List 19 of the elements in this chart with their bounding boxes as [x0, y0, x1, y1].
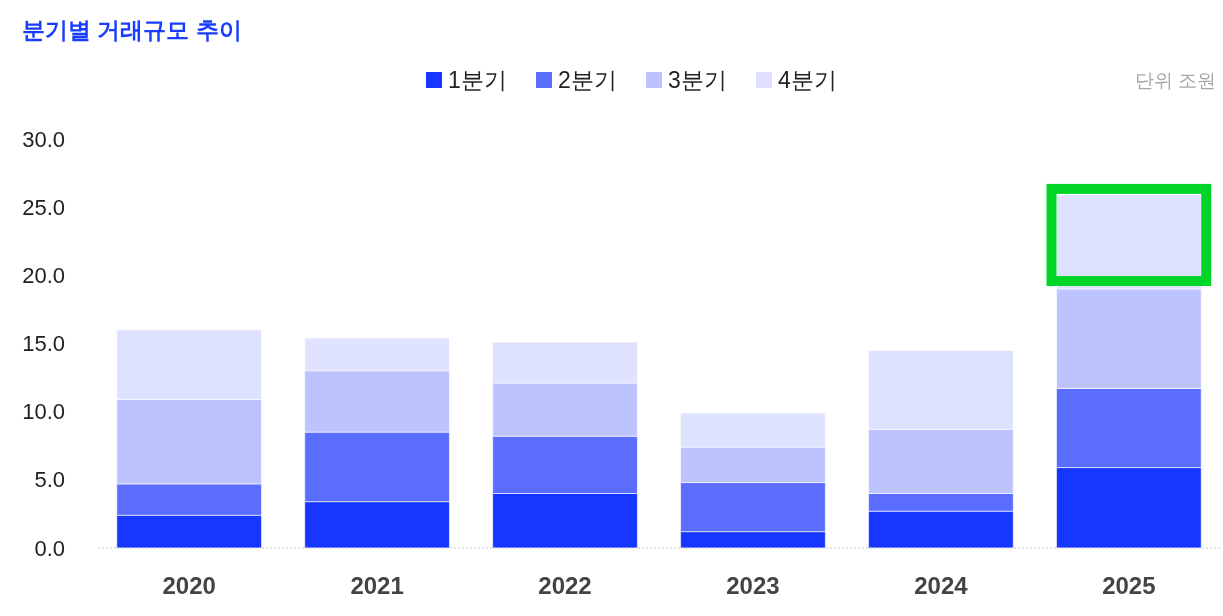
text: 단위 조원: [1134, 69, 1216, 91]
y-tick-label: 30.0: [22, 126, 65, 152]
y-tick-label: 0.0: [34, 535, 65, 561]
x-tick-label: 2023: [726, 571, 780, 599]
x-tick-label: 2020: [162, 571, 216, 599]
x-tick-label: 2021: [350, 571, 404, 599]
y-tick-label: 10.0: [22, 399, 65, 425]
y-tick-label: 5.0: [34, 467, 65, 493]
x-tick-label: 2024: [914, 571, 969, 599]
chart-title: 분기별 거래규모 추이: [22, 17, 242, 43]
legend-label: 2분기: [558, 67, 617, 93]
legend-label: 4분기: [778, 67, 837, 93]
x-tick-label: 2022: [538, 571, 592, 599]
legend-label: 3분기: [668, 67, 727, 93]
y-tick-label: 15.0: [22, 331, 65, 356]
legend-label: 1분기: [448, 67, 507, 93]
y-tick-label: 20.0: [22, 262, 65, 288]
x-tick-label: 2025: [1102, 571, 1156, 599]
y-tick-label: 25.0: [22, 194, 65, 220]
